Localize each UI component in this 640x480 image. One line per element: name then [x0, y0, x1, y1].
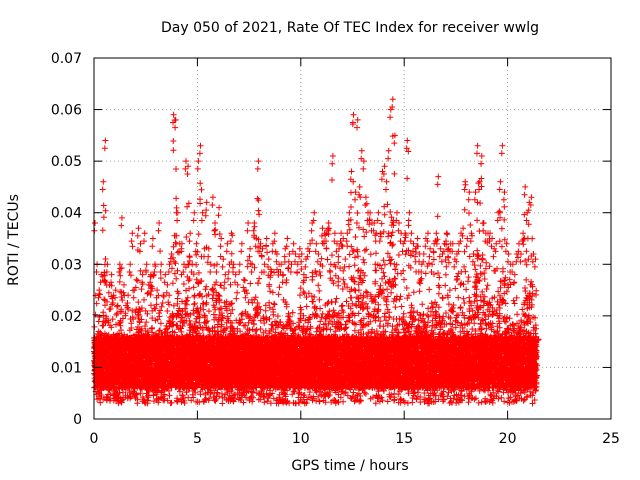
x-axis-label: GPS time / hours	[291, 458, 408, 474]
y-tick-label: 0.07	[51, 51, 82, 67]
y-tick-label: 0.01	[51, 360, 82, 376]
y-tick-label: 0.06	[51, 103, 82, 119]
axis-ticks: 0 5 10 15 20 25 0 0.01 0.02 0.03 0.04 0.05 0.06 0.07	[51, 51, 620, 447]
x-tick-label: 10	[292, 431, 310, 447]
data-points	[91, 96, 542, 407]
x-tick-label: 5	[193, 431, 202, 447]
x-tick-label: 0	[90, 431, 99, 447]
y-tick-label: 0.05	[51, 154, 82, 170]
y-tick-label: 0.04	[51, 206, 82, 222]
y-axis-label: ROTI / TECUs	[6, 194, 22, 286]
y-tick-label: 0	[73, 412, 82, 428]
plot-frame	[93, 57, 612, 420]
y-tick-label: 0.02	[51, 309, 82, 325]
x-tick-label: 15	[395, 431, 413, 447]
chart-title: Day 050 of 2021, Rate Of TEC Index for r…	[161, 20, 539, 36]
x-tick-label: 20	[499, 431, 517, 447]
y-tick-label: 0.03	[51, 257, 82, 273]
roti-series-markers	[91, 96, 542, 407]
x-tick-label: 25	[602, 431, 620, 447]
